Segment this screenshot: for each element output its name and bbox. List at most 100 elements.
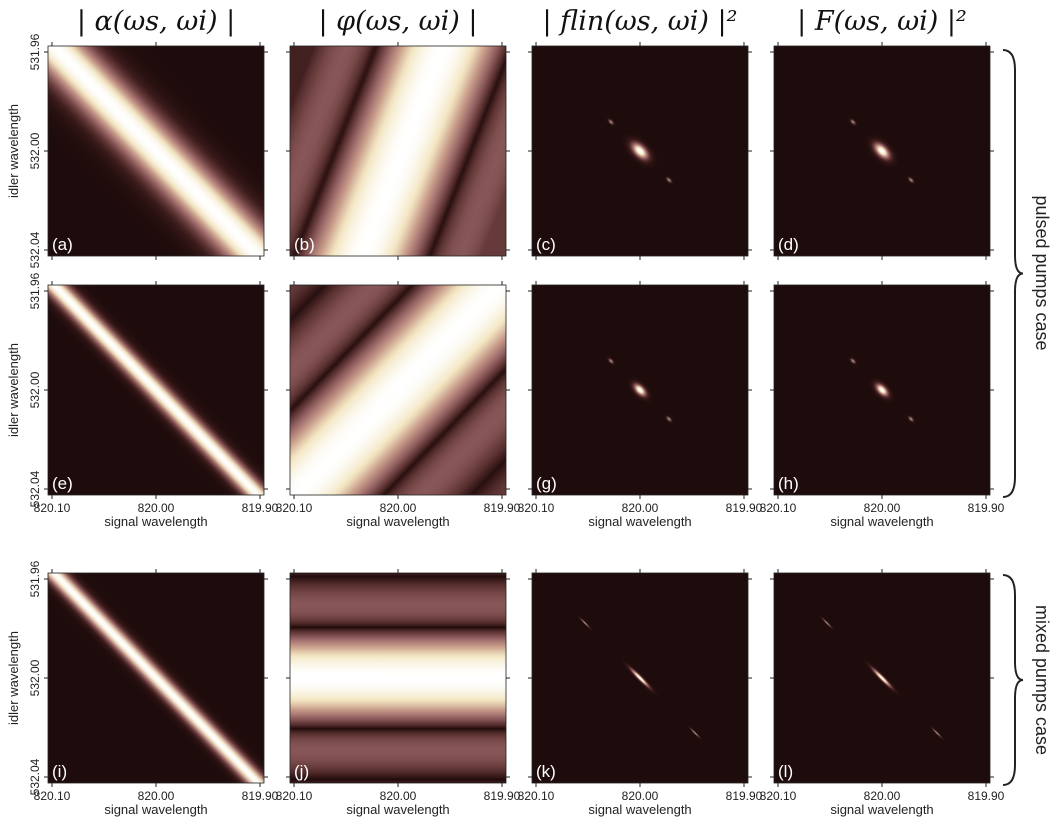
axes-decorations: (a) 531.96 532.00 532.04 idler wavelength (b)… <box>6 33 1005 817</box>
jsa-main-lobe <box>862 658 902 698</box>
x-tick-label: 820.00 <box>138 789 175 803</box>
envelope-band <box>48 46 264 256</box>
envelope-band <box>48 573 264 783</box>
panel-e <box>48 285 264 495</box>
x-axis-label: signal wavelength <box>346 802 449 817</box>
jsa-side-lobe <box>905 174 917 186</box>
envelope-band <box>48 285 264 495</box>
x-tick-label: 819.90 <box>968 501 1005 515</box>
x-tick-label: 820.00 <box>864 501 901 515</box>
x-axis-label: signal wavelength <box>346 514 449 529</box>
x-tick-label: 819.90 <box>242 501 279 515</box>
jsa-side-lobe <box>575 613 595 633</box>
panel-k <box>532 573 748 783</box>
panel-label: (a) <box>52 235 73 254</box>
jsa-side-lobe <box>847 355 859 367</box>
jsa-main-lobe <box>865 134 899 168</box>
jsa-side-lobe <box>847 116 859 128</box>
column-title: | α(ωs, ωi) | <box>77 6 235 37</box>
x-axis-label: signal wavelength <box>104 514 207 529</box>
x-tick-label: 820.00 <box>622 501 659 515</box>
panel-label: (b) <box>294 235 315 254</box>
panel-d <box>774 46 990 256</box>
jsa-side-lobe <box>605 116 617 128</box>
x-tick-label: 819.90 <box>484 789 521 803</box>
panel-c <box>532 46 748 256</box>
panel-label: (k) <box>536 762 556 781</box>
y-tick-label: 531.96 <box>28 272 42 309</box>
jsa-side-lobe <box>905 413 917 425</box>
panel-h <box>774 285 990 495</box>
x-axis-label: signal wavelength <box>830 514 933 529</box>
x-tick-label: 820.00 <box>138 501 175 515</box>
case-label: mixed pumps case <box>1032 605 1052 755</box>
fringe-pattern <box>290 285 506 495</box>
y-tick-label: 532.04 <box>28 758 42 795</box>
jsa-main-lobe <box>622 133 658 169</box>
jsa-side-lobe <box>685 723 705 743</box>
x-tick-label: 820.10 <box>760 501 797 515</box>
panel-label: (e) <box>52 474 73 493</box>
y-tick-label: 532.04 <box>28 231 42 268</box>
y-tick-label: 531.96 <box>28 560 42 597</box>
y-tick-label: 531.96 <box>28 33 42 70</box>
panel-b <box>290 46 506 256</box>
panel-label: (l) <box>778 762 793 781</box>
heatmap-panels <box>48 46 990 783</box>
x-tick-label: 820.00 <box>622 789 659 803</box>
x-tick-label: 820.10 <box>276 501 313 515</box>
x-tick-label: 819.90 <box>484 501 521 515</box>
x-tick-label: 820.00 <box>864 789 901 803</box>
x-tick-label: 819.90 <box>726 789 763 803</box>
case-label: pulsed pumps case <box>1032 195 1052 350</box>
panel-label: (c) <box>536 235 556 254</box>
panel-g <box>532 285 748 495</box>
x-tick-label: 819.90 <box>242 789 279 803</box>
x-tick-label: 820.00 <box>380 789 417 803</box>
x-tick-label: 820.10 <box>34 501 71 515</box>
x-tick-label: 820.10 <box>34 789 71 803</box>
panel-label: (j) <box>294 762 309 781</box>
panel-label: (i) <box>52 762 67 781</box>
x-tick-label: 819.90 <box>968 789 1005 803</box>
y-tick-label: 532.04 <box>28 470 42 507</box>
column-titles: | α(ωs, ωi) | | φ(ωs, ωi) | | flin(ωs, ωi)… <box>77 6 967 37</box>
jsa-side-lobe <box>927 723 947 743</box>
y-axis-label: idler wavelength <box>6 631 21 725</box>
x-axis-label: signal wavelength <box>588 514 691 529</box>
panel-f <box>290 285 506 495</box>
x-tick-label: 820.10 <box>518 789 555 803</box>
brace <box>1002 49 1024 498</box>
x-axis-label: signal wavelength <box>830 802 933 817</box>
y-tick-label: 532.00 <box>28 132 42 169</box>
jsa-side-lobe <box>663 413 675 425</box>
x-axis-label: signal wavelength <box>104 802 207 817</box>
y-axis-label: idler wavelength <box>6 343 21 437</box>
column-title: | F(ωs, ωi) |² <box>797 6 967 37</box>
fringe-pattern <box>290 46 506 256</box>
column-title: | flin(ωs, ωi) |² <box>543 6 738 37</box>
jsa-main-lobe <box>627 377 653 403</box>
jsa-side-lobe <box>605 355 617 367</box>
panel-label: (g) <box>536 474 557 493</box>
jsa-main-lobe <box>869 377 895 403</box>
panel-l <box>774 573 990 783</box>
x-tick-label: 819.90 <box>726 501 763 515</box>
y-tick-label: 532.00 <box>28 371 42 408</box>
case-braces: pulsed pumps case mixed pumps case <box>1002 49 1052 786</box>
panel-a <box>48 46 264 256</box>
jsa-side-lobe <box>663 174 675 186</box>
x-axis-label: signal wavelength <box>588 802 691 817</box>
jsa-main-lobe <box>620 658 660 698</box>
y-axis-label: idler wavelength <box>6 104 21 198</box>
x-tick-label: 820.10 <box>760 789 797 803</box>
panel-i <box>48 573 264 783</box>
x-tick-label: 820.00 <box>380 501 417 515</box>
panel-label: (f) <box>294 474 310 493</box>
brace <box>1002 574 1024 786</box>
fringe-pattern <box>290 573 506 783</box>
jsa-side-lobe <box>817 613 837 633</box>
panel-j <box>290 573 506 783</box>
panel-label: (h) <box>778 474 799 493</box>
